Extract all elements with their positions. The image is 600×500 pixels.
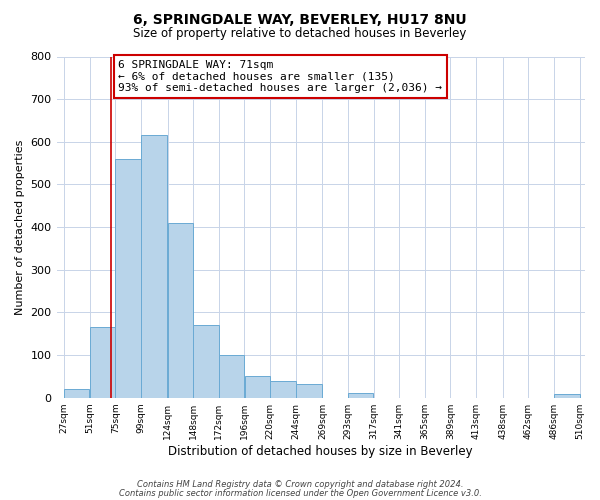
Bar: [90, 328, 115, 398]
Bar: [115, 159, 141, 398]
Bar: [270, 380, 296, 398]
Bar: [554, 394, 580, 398]
Text: Size of property relative to detached houses in Beverley: Size of property relative to detached ho…: [133, 28, 467, 40]
Bar: [141, 136, 167, 398]
Bar: [296, 384, 322, 398]
Text: Contains public sector information licensed under the Open Government Licence v3: Contains public sector information licen…: [119, 488, 481, 498]
Text: 6 SPRINGDALE WAY: 71sqm
← 6% of detached houses are smaller (135)
93% of semi-de: 6 SPRINGDALE WAY: 71sqm ← 6% of detached…: [118, 60, 442, 93]
Y-axis label: Number of detached properties: Number of detached properties: [15, 140, 25, 315]
Text: 6, SPRINGDALE WAY, BEVERLEY, HU17 8NU: 6, SPRINGDALE WAY, BEVERLEY, HU17 8NU: [133, 12, 467, 26]
Bar: [168, 223, 193, 398]
Bar: [348, 394, 373, 398]
Bar: [219, 355, 244, 398]
Bar: [64, 389, 89, 398]
Bar: [193, 325, 218, 398]
Text: Contains HM Land Registry data © Crown copyright and database right 2024.: Contains HM Land Registry data © Crown c…: [137, 480, 463, 489]
X-axis label: Distribution of detached houses by size in Beverley: Distribution of detached houses by size …: [169, 444, 473, 458]
Bar: [245, 376, 270, 398]
